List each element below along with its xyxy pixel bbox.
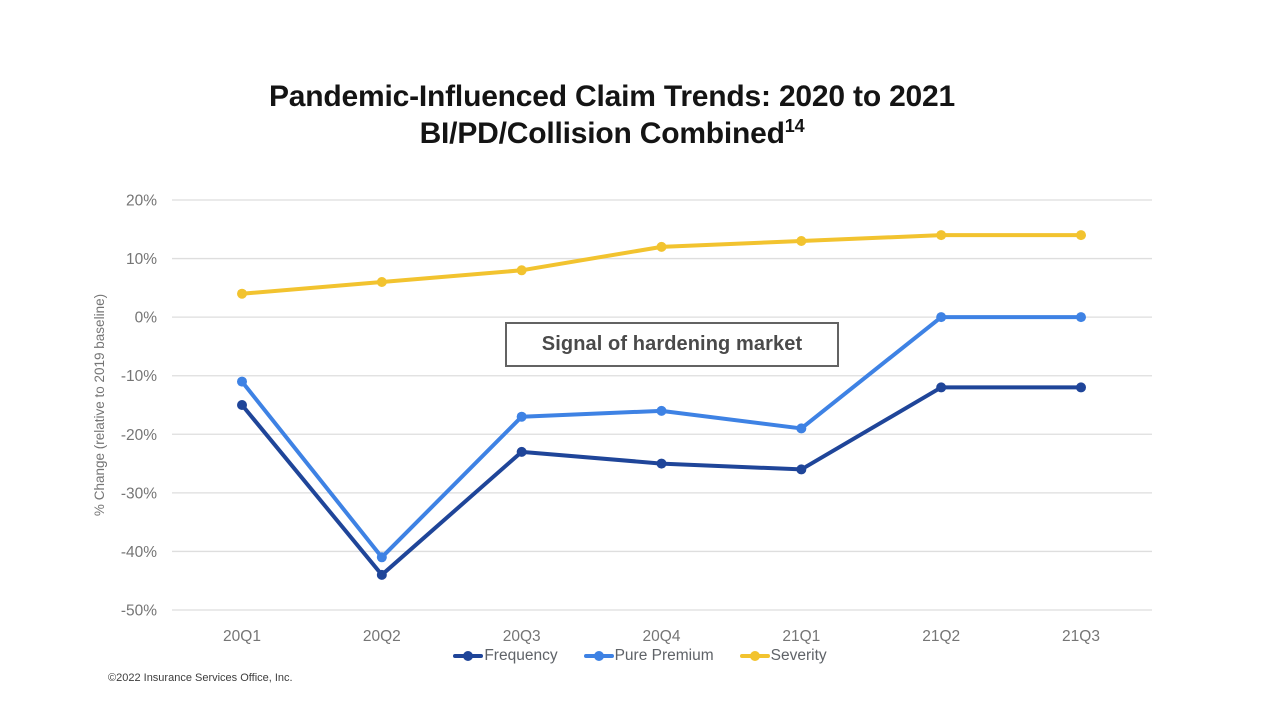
data-point-pure-premium [516, 411, 527, 422]
chart-title-line1: Pandemic-Influenced Claim Trends: 2020 t… [268, 80, 956, 113]
y-tick-label: -10% [121, 368, 157, 385]
legend-marker-icon [739, 651, 770, 662]
y-axis-title: % Change (relative to 2019 baseline) [92, 294, 107, 516]
data-point-frequency [656, 458, 667, 469]
data-point-severity [237, 288, 247, 299]
chart-title: Pandemic-Influenced Claim Trends: 2020 t… [0, 78, 1224, 152]
legend-label: Severity [770, 647, 827, 664]
data-point-frequency [237, 400, 247, 410]
x-axis-label: 21Q1 [782, 628, 820, 645]
y-tick-label: 20% [126, 193, 157, 210]
data-point-frequency [1076, 382, 1086, 393]
x-axis-label: 20Q2 [363, 628, 401, 645]
legend-marker-icon [583, 651, 614, 662]
legend-item-pure-premium: Pure Premium [583, 647, 714, 665]
data-point-pure-premium [656, 405, 667, 416]
x-axis-label: 20Q3 [503, 628, 541, 645]
data-point-pure-premium [237, 376, 247, 387]
data-point-frequency [516, 446, 527, 457]
y-tick-label: -20% [121, 427, 157, 444]
y-tick-label: 0% [135, 310, 158, 327]
data-point-pure-premium [1076, 312, 1086, 323]
data-point-frequency [796, 464, 807, 475]
legend-label: Pure Premium [614, 647, 714, 664]
data-point-severity [936, 230, 947, 241]
annotation-box: Signal of hardening market [505, 322, 839, 367]
y-tick-label: -40% [121, 544, 157, 561]
footnote-marker: 14 [784, 116, 805, 136]
annotation-text: Signal of hardening market [541, 333, 803, 355]
data-point-pure-premium [936, 312, 947, 323]
chart-legend: Frequency Pure Premium Severity [0, 645, 1280, 667]
x-axis-label: 20Q4 [643, 628, 681, 645]
legend-marker-icon [453, 651, 484, 662]
x-axis-label: 21Q2 [922, 628, 960, 645]
y-tick-label: -50% [121, 603, 157, 620]
data-point-severity [656, 241, 667, 252]
data-point-severity [516, 265, 527, 276]
data-point-frequency [376, 569, 387, 580]
x-axis-label: 21Q3 [1062, 628, 1100, 645]
copyright-note: ©2022 Insurance Services Office, Inc. [108, 672, 293, 684]
legend-item-severity: Severity [739, 647, 827, 665]
chart-title-line2: BI/PD/Collision Combined14 [419, 116, 805, 150]
legend-item-frequency: Frequency [453, 647, 558, 665]
data-point-pure-premium [796, 423, 807, 434]
data-point-severity [376, 277, 387, 287]
data-point-frequency [936, 382, 947, 393]
data-point-severity [1076, 230, 1086, 241]
y-tick-label: -30% [121, 485, 157, 502]
data-point-pure-premium [376, 552, 387, 563]
y-tick-label: 10% [126, 251, 157, 268]
x-axis-label: 20Q1 [223, 628, 261, 645]
data-point-severity [796, 236, 807, 246]
legend-label: Frequency [484, 647, 558, 664]
